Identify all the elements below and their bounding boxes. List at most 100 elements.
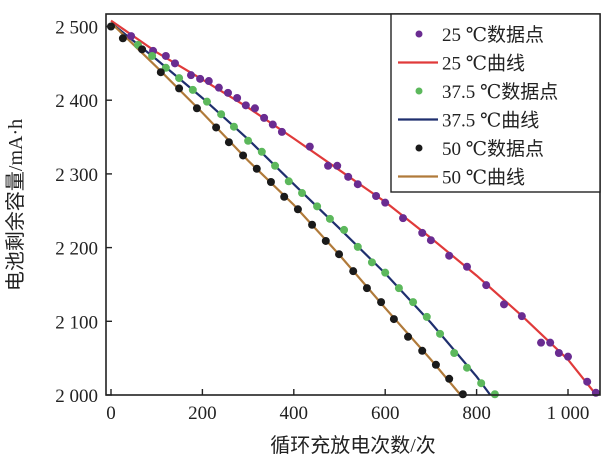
data-point-0-0 [127,32,136,41]
data-point-2-17 [367,258,376,267]
data-point-2-6 [217,110,226,119]
y-tick-label: 2 400 [55,91,98,112]
data-point-0-28 [500,300,509,309]
data-point-0-19 [353,180,362,189]
data-point-4-4 [175,84,184,93]
data-point-2-9 [257,147,266,156]
y-tick-label: 2 500 [55,18,98,39]
data-point-4-13 [308,220,317,229]
data-point-4-2 [138,45,147,54]
data-point-2-11 [284,177,293,186]
legend-label: 50 ℃数据点 [442,138,544,160]
data-point-0-2 [161,51,170,60]
data-point-4-5 [192,104,201,113]
legend-box [390,13,601,193]
data-point-0-11 [250,104,259,113]
data-point-2-25 [477,379,486,388]
x-tick-label: 1 000 [547,403,590,424]
data-point-2-7 [229,122,238,131]
legend-marker-0 [415,30,423,38]
data-point-2-5 [202,97,211,106]
data-point-4-19 [389,315,398,324]
data-point-0-33 [564,352,572,361]
x-tick-label: 600 [371,403,400,424]
data-point-2-19 [394,284,403,293]
data-point-4-16 [349,267,358,276]
data-point-2-22 [436,329,445,338]
data-point-2-8 [244,136,253,145]
data-point-0-12 [260,113,269,122]
x-tick-label: 400 [280,403,309,424]
data-point-4-10 [266,178,275,187]
data-point-4-7 [224,138,233,147]
data-point-0-26 [463,262,472,271]
x-tick-label: 800 [462,403,491,424]
data-point-0-20 [372,192,381,201]
plot-frame [105,13,601,396]
data-point-0-5 [196,74,205,83]
legend-label: 25 ℃曲线 [442,53,525,75]
y-tick-label: 2 000 [55,386,98,407]
data-point-4-23 [445,374,454,383]
data-point-4-6 [212,123,221,132]
data-point-4-22 [431,360,440,369]
data-point-0-27 [482,281,491,290]
data-point-2-21 [422,312,431,321]
data-point-2-12 [298,189,307,198]
legend: 25 ℃数据点 25 ℃曲线 37.5 ℃数据点 37.5 ℃曲线 50 ℃数据点 50 … [390,13,601,193]
data-point-0-29 [517,312,526,321]
x-tick-label: 200 [188,403,217,424]
plot-marks [107,19,600,399]
data-point-2-24 [463,363,472,372]
data-point-0-8 [223,88,232,97]
data-point-4-8 [239,151,248,160]
data-point-4-18 [377,298,386,307]
data-point-4-3 [156,68,165,77]
data-point-4-21 [418,346,427,355]
series-line-5 [110,22,462,396]
legend-label: 37.5 ℃曲线 [442,110,539,132]
data-point-2-3 [175,74,184,83]
data-point-4-9 [252,164,261,173]
data-point-4-1 [118,34,127,43]
data-point-0-14 [277,127,286,136]
data-point-0-21 [381,198,390,207]
data-point-0-3 [170,59,179,68]
data-point-4-14 [321,236,330,245]
data-point-0-10 [241,101,250,110]
data-point-0-32 [554,348,563,357]
legend-label: 50 ℃曲线 [442,167,525,189]
data-point-0-15 [305,142,314,151]
data-point-0-13 [268,120,277,129]
data-point-2-15 [340,225,349,234]
y-axis-label: 电池剩余容量/mA·h [4,119,27,291]
data-point-0-17 [333,161,342,170]
y-tick-label: 2 200 [55,239,98,260]
legend-label: 37.5 ℃数据点 [442,81,558,103]
data-point-2-23 [450,348,459,357]
data-point-2-1 [148,51,157,60]
data-point-2-4 [188,85,197,94]
data-point-0-22 [399,214,408,223]
x-axis-label: 循环充放电次数/次 [270,434,436,457]
data-point-0-34 [583,377,592,386]
legend-label: 25 ℃数据点 [442,24,544,46]
x-tick-label: 0 [106,403,116,424]
data-point-0-18 [344,172,353,181]
data-point-0-6 [204,77,213,86]
data-point-4-17 [362,284,371,293]
y-tick-label: 2 100 [55,312,98,333]
data-point-2-18 [381,268,390,277]
data-point-2-16 [353,242,362,251]
data-point-4-20 [404,332,413,341]
data-point-2-14 [325,214,334,223]
data-point-4-12 [293,205,302,214]
data-point-0-23 [418,228,427,237]
axis-ticks: 0 200 400 600 800 1 000 2 000 2 100 2 200 2 300 2 … [55,18,589,425]
data-point-0-25 [445,251,454,260]
data-point-0-7 [214,83,223,92]
data-point-0-31 [546,338,555,347]
legend-marker-2 [415,87,423,95]
data-point-4-11 [280,192,289,201]
